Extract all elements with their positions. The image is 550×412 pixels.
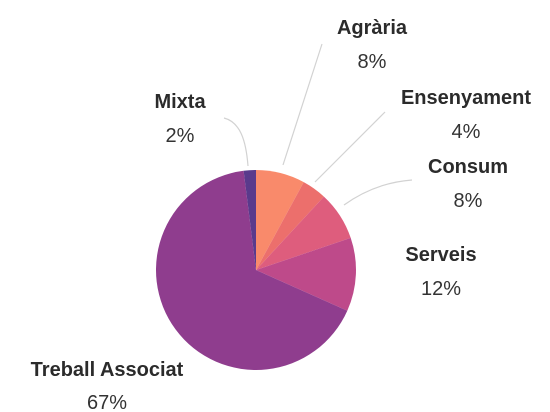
label-treball-associat-percent: 67% (87, 392, 127, 412)
label-ensenyament-percent: 4% (452, 121, 481, 143)
label-consum-name: Consum (428, 156, 508, 178)
leader-agraria (282, 43, 323, 166)
label-agraria-percent: 8% (358, 51, 387, 73)
label-ensenyament-name: Ensenyament (401, 87, 531, 109)
pie-slice-consum (256, 196, 351, 270)
pie-slice-ensenyament (256, 182, 324, 270)
pie-slice-serveis (256, 237, 356, 311)
leader-mixta (223, 117, 249, 167)
pie-slices (155, 170, 356, 370)
label-mixta-percent: 2% (166, 125, 195, 147)
label-serveis-name: Serveis (405, 244, 476, 266)
pie-slice-treball-associat (155, 170, 348, 370)
label-serveis-percent: 12% (421, 278, 461, 300)
leader-lines (223, 43, 413, 206)
leader-consum (343, 179, 413, 206)
label-treball-associat-name: Treball Associat (31, 359, 184, 381)
pie-slice-agraria (256, 170, 304, 270)
label-mixta-name: Mixta (154, 91, 206, 113)
pie-slice-mixta (243, 170, 256, 270)
leader-ensenyament (314, 111, 386, 183)
label-agraria-name: Agrària (337, 17, 408, 39)
label-consum-percent: 8% (454, 190, 483, 212)
